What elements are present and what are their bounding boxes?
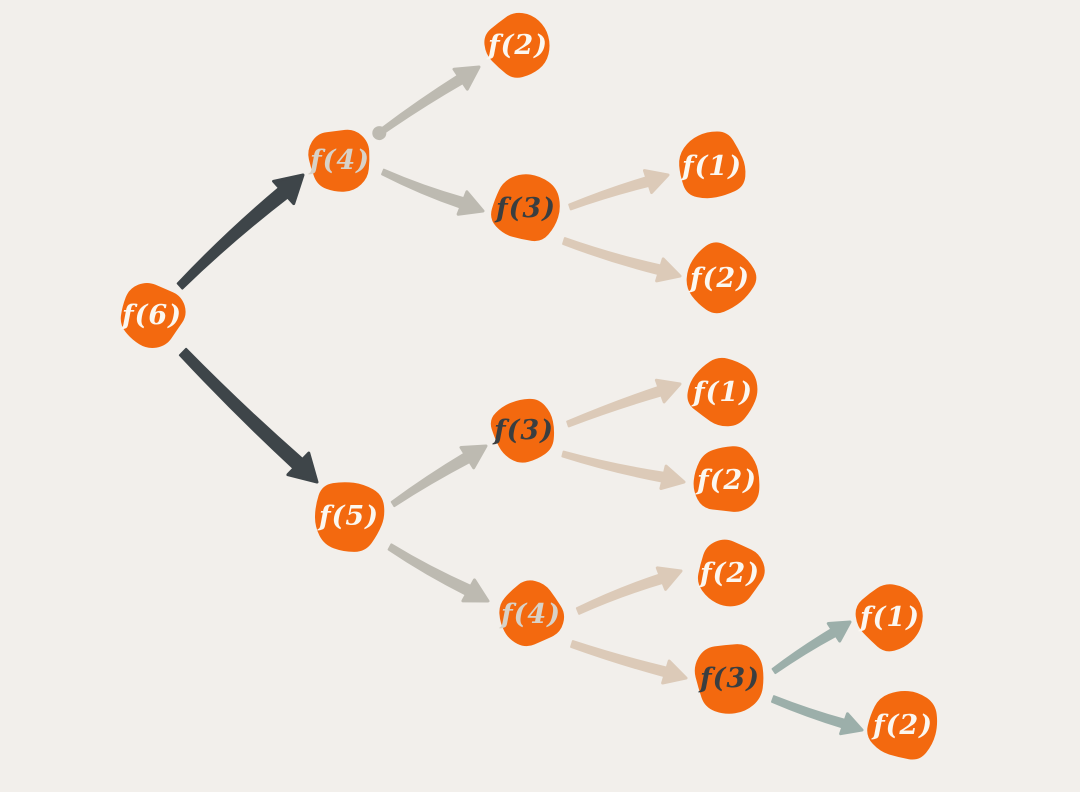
node-blob <box>867 690 938 760</box>
edge-f3a-f2b <box>562 237 682 283</box>
edge-f4a-f3a <box>381 168 485 216</box>
node-blob <box>499 580 565 647</box>
arrowhead-icon <box>661 659 688 685</box>
node-blob <box>679 131 746 199</box>
edge-f3b-f2c <box>561 450 686 490</box>
node-blob <box>314 482 385 552</box>
node-f3c: f(3) <box>694 644 764 714</box>
node-blob <box>484 12 550 78</box>
arrowhead-icon <box>655 566 683 591</box>
node-blob <box>686 242 757 314</box>
edge-f3b-f1b <box>566 378 682 428</box>
arrowhead-icon <box>659 464 686 490</box>
node-f2c: f(2) <box>693 446 760 512</box>
node-blob <box>694 644 764 714</box>
arrowhead-icon <box>286 451 319 484</box>
node-f4a: f(4) <box>308 129 370 192</box>
arrowhead-icon <box>839 712 864 736</box>
edge-f6-f4a <box>176 173 305 290</box>
node-blob <box>491 174 560 242</box>
edge-f3a-f1a <box>568 169 670 211</box>
arrowhead-icon <box>459 444 488 470</box>
node-blob <box>490 398 555 463</box>
edge-f5-f4b <box>387 543 490 603</box>
arrowhead-icon <box>655 257 682 283</box>
arrowhead-icon <box>452 65 481 91</box>
edge-f5-f3b <box>390 444 488 508</box>
edge-f4b-f2d <box>575 566 683 615</box>
arrowhead-icon <box>456 190 485 216</box>
node-blob <box>855 584 923 652</box>
node-blob <box>120 282 186 348</box>
edge-f4a-f2a <box>372 65 481 141</box>
node-blob <box>687 357 758 427</box>
arrowhead-icon <box>643 169 670 194</box>
arrow-tail-dot <box>372 126 387 141</box>
arrowhead-icon <box>461 578 490 603</box>
arrowhead-icon <box>826 620 852 643</box>
arrowhead-icon <box>654 378 682 404</box>
edge-f3c-f1c <box>771 620 852 675</box>
node-blob <box>697 539 765 607</box>
node-blob <box>693 446 760 512</box>
node-blob <box>308 129 370 192</box>
edge-f6-f5 <box>178 347 319 484</box>
edge-f4b-f3c <box>570 640 688 685</box>
edge-f3c-f2e <box>771 695 864 736</box>
arrowhead-icon <box>272 173 305 206</box>
